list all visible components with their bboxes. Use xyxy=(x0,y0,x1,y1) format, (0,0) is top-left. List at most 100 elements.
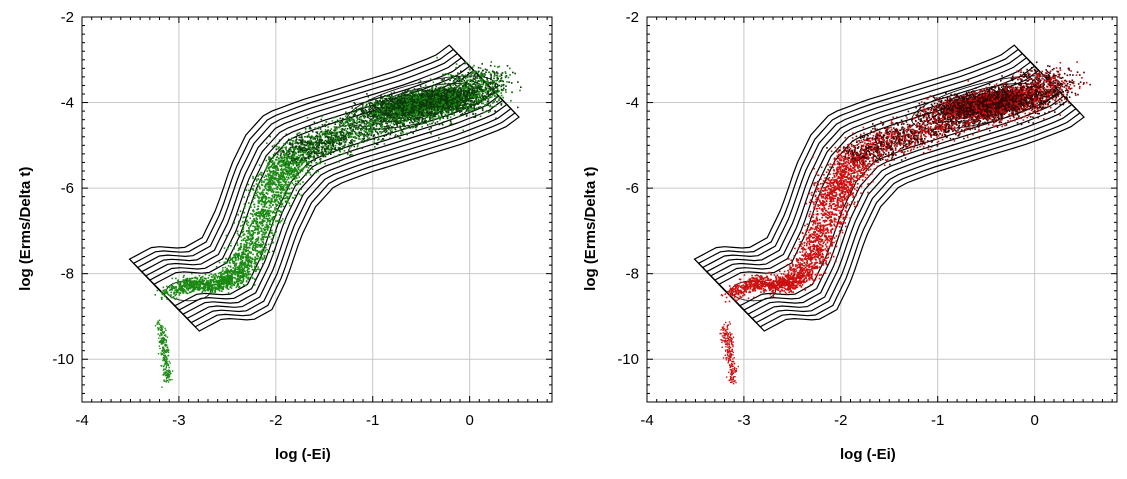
data-point xyxy=(504,72,507,75)
data-point xyxy=(311,156,313,158)
data-point xyxy=(252,233,254,236)
data-point xyxy=(191,282,193,284)
data-point xyxy=(349,124,351,126)
data-point xyxy=(489,64,492,67)
data-point xyxy=(244,256,247,258)
data-point xyxy=(203,284,206,286)
data-point xyxy=(282,173,284,176)
data-point xyxy=(402,120,405,123)
data-point xyxy=(277,191,280,193)
data-point xyxy=(327,151,330,154)
data-point xyxy=(284,200,287,203)
data-point xyxy=(261,243,264,246)
data-point xyxy=(231,285,233,287)
data-point xyxy=(329,129,332,132)
data-point xyxy=(290,166,293,168)
data-point xyxy=(252,198,254,200)
data-point xyxy=(310,150,312,152)
data-point xyxy=(389,137,391,140)
data-point xyxy=(264,195,267,197)
data-point xyxy=(299,155,302,157)
data-point xyxy=(267,209,270,212)
data-point xyxy=(442,83,445,86)
data-point xyxy=(245,277,248,279)
data-point xyxy=(253,203,255,206)
data-point xyxy=(308,133,310,135)
data-point xyxy=(195,277,197,279)
data-point xyxy=(325,121,327,123)
data-point xyxy=(292,164,295,166)
data-point xyxy=(324,155,327,158)
data-point xyxy=(252,244,255,247)
data-point xyxy=(250,222,253,225)
data-point xyxy=(236,270,239,273)
data-point xyxy=(284,165,287,167)
data-point xyxy=(494,92,497,94)
data-point xyxy=(426,116,429,119)
data-point xyxy=(310,161,313,164)
data-point xyxy=(380,122,382,124)
data-point xyxy=(264,228,267,231)
data-point xyxy=(279,150,282,153)
data-point xyxy=(247,271,249,273)
data-point xyxy=(414,123,416,126)
data-point xyxy=(234,255,237,258)
data-point xyxy=(356,116,358,118)
data-point xyxy=(308,140,310,143)
data-point xyxy=(244,237,246,239)
data-point xyxy=(258,212,260,215)
data-point xyxy=(506,104,509,106)
data-point xyxy=(293,155,296,157)
data-point xyxy=(401,125,404,127)
data-point xyxy=(308,157,311,159)
data-point xyxy=(311,168,314,170)
data-point xyxy=(249,232,251,234)
data-point xyxy=(275,199,278,201)
data-point xyxy=(316,122,319,124)
data-point xyxy=(404,119,407,121)
data-point xyxy=(378,128,380,131)
data-point xyxy=(271,179,273,182)
data-point xyxy=(246,215,249,218)
data-point xyxy=(243,233,246,236)
data-point xyxy=(303,157,305,159)
data-point xyxy=(256,225,258,228)
data-point xyxy=(288,151,291,153)
data-point xyxy=(268,197,271,199)
data-point xyxy=(411,124,413,126)
data-point xyxy=(262,231,264,233)
data-point xyxy=(226,282,229,285)
data-point xyxy=(489,110,491,112)
data-point xyxy=(295,174,297,177)
data-point xyxy=(182,276,185,278)
data-point xyxy=(372,122,374,125)
data-point xyxy=(401,122,403,125)
data-point xyxy=(309,126,311,129)
data-point xyxy=(297,132,299,135)
data-point xyxy=(300,135,303,137)
data-point xyxy=(349,145,352,147)
data-point xyxy=(449,120,452,122)
data-point xyxy=(374,113,376,116)
data-point xyxy=(262,238,265,241)
data-point xyxy=(232,277,234,279)
data-point xyxy=(246,242,248,244)
data-point xyxy=(375,125,378,127)
data-point xyxy=(263,195,266,198)
data-point xyxy=(174,294,177,297)
data-point xyxy=(231,274,233,277)
data-point xyxy=(365,128,368,131)
data-point xyxy=(380,123,382,125)
data-point xyxy=(352,120,354,122)
data-point xyxy=(333,139,335,142)
data-point xyxy=(270,191,273,193)
data-point xyxy=(493,85,496,88)
data-point xyxy=(389,133,392,136)
data-point xyxy=(297,180,299,182)
data-point xyxy=(500,77,503,79)
data-point xyxy=(320,152,323,154)
data-point xyxy=(491,82,493,85)
data-point xyxy=(482,102,484,105)
data-point xyxy=(335,116,337,118)
data-point xyxy=(248,228,250,230)
